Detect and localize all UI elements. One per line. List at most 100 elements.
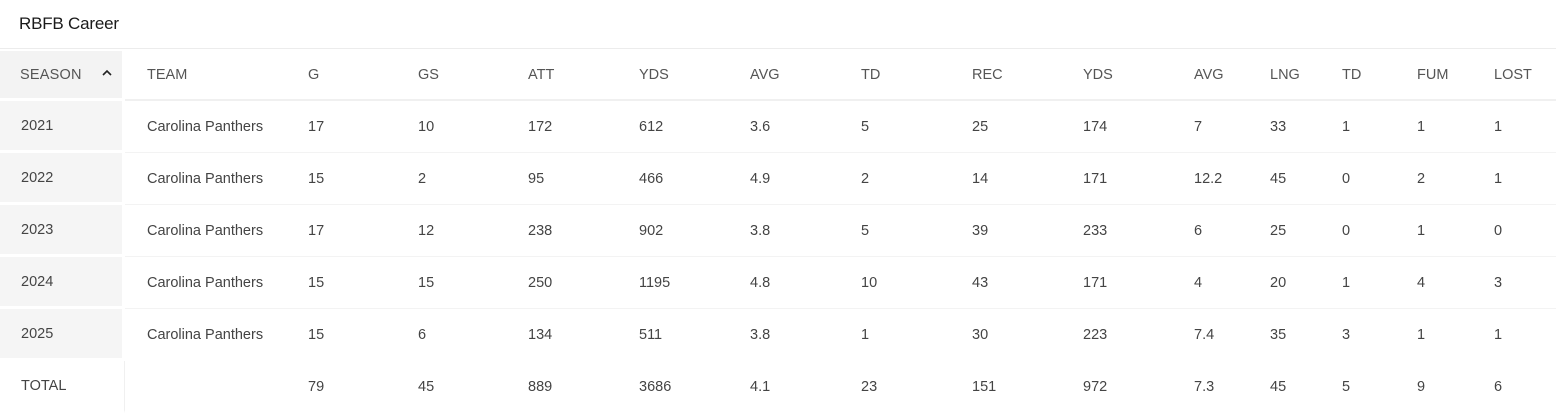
team-cell: Carolina Panthers [125,101,284,153]
season-cell: 2023 [0,205,125,257]
total-label: TOTAL [0,361,125,413]
column-header-label: SEASON [20,66,82,83]
stat-cell: 1195 [615,257,726,309]
header-row: SEASON TEAM G GS ATT YDS AVG TD REC YDS … [0,51,1556,101]
table-row: 2023 Carolina Panthers 17 12 238 902 3.8… [0,205,1556,257]
stat-cell: 15 [308,327,325,343]
section-title: RBFB Career [19,14,119,33]
stat-cell: 7.4 [1194,327,1215,343]
stat-cell: 1 [1393,101,1470,153]
stat-cell: 1 [1318,257,1393,309]
stat-cell: 1 [1470,101,1556,153]
season-cell: 2021 [0,101,125,153]
stat-cell: 233 [1059,205,1170,257]
stat-cell: 6 [1170,205,1246,257]
table-row: 2024 Carolina Panthers 15 15 250 1195 4.… [0,257,1556,309]
stat-cell: 30 [972,327,989,343]
column-header-season[interactable]: SEASON [0,51,125,101]
stat-cell: 15 [284,257,394,309]
stat-cell: 171 [1059,257,1170,309]
total-team-cell [125,361,284,413]
stat-cell: 17 [284,205,394,257]
stat-cell: 6 [418,327,427,343]
stat-cell: 4 [1393,257,1470,309]
table-row: 2022 Carolina Panthers 15 2 95 466 4.9 2… [0,153,1556,205]
stat-cell: 2 [837,153,948,205]
stat-cell: 3.6 [726,101,837,153]
season-cell: 2025 [0,309,125,361]
stat-cell: 35 [1270,327,1287,343]
team-cell: Carolina Panthers [125,153,284,205]
stat-cell: 3 [1470,257,1556,309]
stat-cell: 14 [948,153,1059,205]
stat-cell: 3.8 [750,327,771,343]
total-cell: 3686 [639,379,672,395]
section-header: RBFB Career [0,0,1556,49]
season-cell: 2022 [0,153,125,205]
table-row: 2025 Carolina Panthers 15 6 134 511 3.8 … [0,309,1556,361]
total-cell: 45 [418,379,435,395]
team-cell: Carolina Panthers [125,257,284,309]
column-header-att[interactable]: ATT [504,51,615,101]
stat-cell: 0 [1318,153,1393,205]
total-row: TOTAL 79 45 889 3686 4.1 23 151 972 7.3 … [0,361,1556,413]
stat-cell: 5 [837,101,948,153]
stat-cell: 223 [1083,327,1108,343]
stat-cell: 43 [948,257,1059,309]
stat-cell: 4.9 [726,153,837,205]
column-header-fum[interactable]: FUM [1393,51,1470,101]
stat-cell: 1 [1318,101,1393,153]
stat-cell: 15 [394,257,504,309]
stat-cell: 20 [1246,257,1318,309]
stat-cell: 10 [837,257,948,309]
stat-cell: 612 [615,101,726,153]
stat-cell: 4.8 [726,257,837,309]
chevron-up-icon[interactable] [100,66,114,80]
stat-cell: 4 [1170,257,1246,309]
stat-cell: 1 [861,327,870,343]
stat-cell: 5 [837,205,948,257]
total-cell: 151 [972,379,997,395]
stat-cell: 1 [1417,327,1426,343]
stat-cell: 3.8 [726,205,837,257]
column-header-rec-avg[interactable]: AVG [1170,51,1246,101]
team-cell: Carolina Panthers [147,327,264,343]
column-header-rush-td[interactable]: TD [837,51,948,101]
column-header-rush-yds[interactable]: YDS [615,51,726,101]
stat-cell: 17 [284,101,394,153]
stat-cell: 15 [284,153,394,205]
column-header-gs[interactable]: GS [394,51,504,101]
column-header-g[interactable]: G [284,51,394,101]
stat-cell: 1 [1393,205,1470,257]
stat-cell: 134 [528,327,553,343]
column-header-rec[interactable]: REC [948,51,1059,101]
column-header-rush-avg[interactable]: AVG [726,51,837,101]
stat-cell: 171 [1059,153,1170,205]
stat-cell: 466 [615,153,726,205]
stat-cell: 95 [504,153,615,205]
stat-cell: 1 [1494,327,1503,343]
stat-cell: 0 [1318,205,1393,257]
stat-cell: 511 [639,327,663,343]
total-cell: 4.1 [750,379,771,395]
stat-cell: 238 [504,205,615,257]
stat-cell: 10 [394,101,504,153]
stat-cell: 172 [504,101,615,153]
stat-cell: 12.2 [1170,153,1246,205]
stat-cell: 7 [1170,101,1246,153]
stat-cell: 39 [948,205,1059,257]
column-header-rec-yds[interactable]: YDS [1059,51,1170,101]
stat-cell: 250 [504,257,615,309]
total-cell: 889 [528,379,553,395]
season-cell: 2024 [0,257,125,309]
column-header-team[interactable]: TEAM [125,51,284,101]
total-cell: 79 [308,379,325,395]
stat-cell: 2 [1393,153,1470,205]
stat-cell: 12 [394,205,504,257]
column-header-rec-td[interactable]: TD [1318,51,1393,101]
column-header-lng[interactable]: LNG [1246,51,1318,101]
career-stats-table: SEASON TEAM G GS ATT YDS AVG TD REC YDS … [0,51,1556,413]
total-cell: 6 [1494,379,1503,395]
total-cell: 23 [861,379,878,395]
column-header-lost[interactable]: LOST [1470,51,1556,101]
